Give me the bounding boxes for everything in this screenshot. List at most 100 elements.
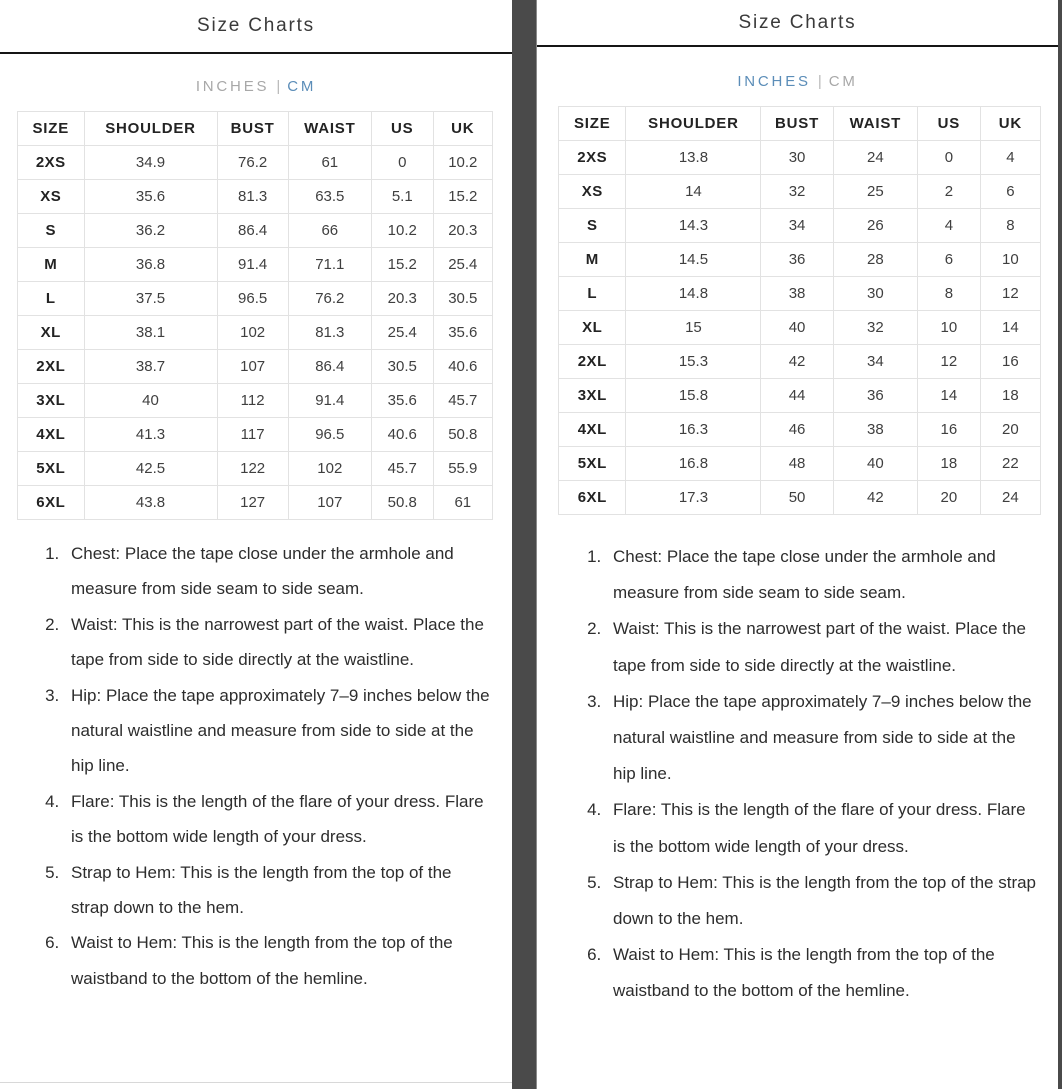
shoulder-cell: 38.1 [83, 315, 218, 350]
us-cell: 14 [917, 378, 981, 413]
waist-cell: 96.5 [287, 417, 372, 452]
us-cell: 8 [917, 276, 981, 311]
waist-cell: 25 [832, 174, 919, 209]
table-row: 2XL 15.3 42 34 12 16 [557, 344, 1042, 379]
size-cell: 2XL [557, 344, 627, 379]
bust-cell: 86.4 [216, 213, 289, 248]
column-header: SIZE [557, 106, 627, 141]
next-panel-divider-edge [1058, 0, 1062, 1089]
column-header: SIZE [17, 111, 85, 146]
bust-cell: 76.2 [216, 145, 289, 180]
panel-header: Size Charts [537, 0, 1058, 47]
uk-cell: 40.6 [432, 349, 494, 384]
us-cell: 50.8 [370, 485, 434, 520]
bust-cell: 48 [760, 446, 834, 481]
table-row: 5XL 42.5 122 102 45.7 55.9 [17, 451, 494, 486]
bust-cell: 44 [760, 378, 834, 413]
us-cell: 20.3 [370, 281, 434, 316]
bust-cell: 40 [760, 310, 834, 345]
waist-cell: 61 [287, 145, 372, 180]
shoulder-cell: 15.3 [625, 344, 762, 379]
waist-cell: 24 [832, 140, 919, 175]
size-cell: 5XL [557, 446, 627, 481]
bust-cell: 81.3 [216, 179, 289, 214]
shoulder-cell: 14.5 [625, 242, 762, 277]
instruction-item: Waist: This is the narrowest part of the… [64, 607, 492, 678]
uk-cell: 35.6 [432, 315, 494, 350]
unit-separator: | [817, 73, 822, 90]
uk-cell: 24 [979, 480, 1042, 515]
size-table-cm: SIZE SHOULDER BUST WAIST US UK 2XS 34.9 76.2 … [17, 111, 494, 520]
unit-separator: | [276, 78, 281, 95]
instruction-item: Chest: Place the tape close under the ar… [606, 539, 1040, 611]
table-row: 6XL 17.3 50 42 20 24 [557, 480, 1042, 515]
page-title: Size Charts [738, 11, 857, 33]
instruction-item: Flare: This is the length of the flare o… [64, 784, 492, 855]
unit-inches-button[interactable]: INCHES [737, 73, 811, 90]
uk-cell: 55.9 [432, 451, 494, 486]
uk-cell: 20 [979, 412, 1042, 447]
unit-cm-button[interactable]: CM [828, 73, 858, 90]
waist-cell: 86.4 [287, 349, 372, 384]
table-row: XL 15 40 32 10 14 [557, 310, 1042, 345]
bust-cell: 117 [216, 417, 289, 452]
column-header: SHOULDER [625, 106, 762, 141]
table-row: 2XS 13.8 30 24 0 4 [557, 140, 1042, 175]
column-header: WAIST [287, 111, 372, 146]
waist-cell: 30 [832, 276, 919, 311]
uk-cell: 61 [432, 485, 494, 520]
shoulder-cell: 17.3 [625, 480, 762, 515]
instruction-item: Waist to Hem: This is the length from th… [64, 925, 492, 996]
shoulder-cell: 13.8 [625, 140, 762, 175]
shoulder-cell: 42.5 [83, 451, 218, 486]
instruction-item: Waist: This is the narrowest part of the… [606, 611, 1040, 683]
table-row: XL 38.1 102 81.3 25.4 35.6 [17, 315, 494, 350]
instruction-item: Strap to Hem: This is the length from th… [64, 855, 492, 926]
shoulder-cell: 40 [83, 383, 218, 418]
shoulder-cell: 14 [625, 174, 762, 209]
bust-cell: 96.5 [216, 281, 289, 316]
unit-cm-button[interactable]: CM [287, 78, 317, 95]
table-row: XS 14 32 25 2 6 [557, 174, 1042, 209]
waist-cell: 81.3 [287, 315, 372, 350]
page-title: Size Charts [196, 15, 315, 36]
shoulder-cell: 37.5 [83, 281, 218, 316]
size-cell: S [17, 213, 85, 248]
uk-cell: 6 [979, 174, 1042, 209]
uk-cell: 20.3 [432, 213, 494, 248]
waist-cell: 42 [832, 480, 919, 515]
uk-cell: 14 [979, 310, 1042, 345]
size-cell: 2XS [17, 145, 85, 180]
uk-cell: 15.2 [432, 179, 494, 214]
waist-cell: 102 [287, 451, 372, 486]
bust-cell: 112 [216, 383, 289, 418]
waist-cell: 32 [832, 310, 919, 345]
waist-cell: 38 [832, 412, 919, 447]
shoulder-cell: 38.7 [83, 349, 218, 384]
us-cell: 12 [917, 344, 981, 379]
bust-cell: 36 [760, 242, 834, 277]
us-cell: 5.1 [370, 179, 434, 214]
bust-cell: 102 [216, 315, 289, 350]
us-cell: 16 [917, 412, 981, 447]
size-chart-panel-cm[interactable]: Size Charts INCHES | CM SIZE SHOULDER BUST WA… [0, 0, 512, 1089]
shoulder-cell: 41.3 [83, 417, 218, 452]
unit-inches-button[interactable]: INCHES [195, 78, 270, 95]
bust-cell: 32 [760, 174, 834, 209]
waist-cell: 28 [832, 242, 919, 277]
table-row: 3XL 40 112 91.4 35.6 45.7 [17, 383, 494, 418]
size-cell: L [17, 281, 85, 316]
bust-cell: 30 [760, 140, 834, 175]
bust-cell: 122 [216, 451, 289, 486]
us-cell: 20 [917, 480, 981, 515]
size-cell: XL [17, 315, 85, 350]
size-chart-panel-inches[interactable]: Size Charts INCHES | CM SIZE SHOULDER BUST WA… [537, 0, 1058, 1089]
bust-cell: 107 [216, 349, 289, 384]
us-cell: 10.2 [370, 213, 434, 248]
unit-toggle: INCHES | CM [0, 78, 512, 96]
table-row: XS 35.6 81.3 63.5 5.1 15.2 [17, 179, 494, 214]
waist-cell: 26 [832, 208, 919, 243]
uk-cell: 22 [979, 446, 1042, 481]
table-row: 4XL 41.3 117 96.5 40.6 50.8 [17, 417, 494, 452]
